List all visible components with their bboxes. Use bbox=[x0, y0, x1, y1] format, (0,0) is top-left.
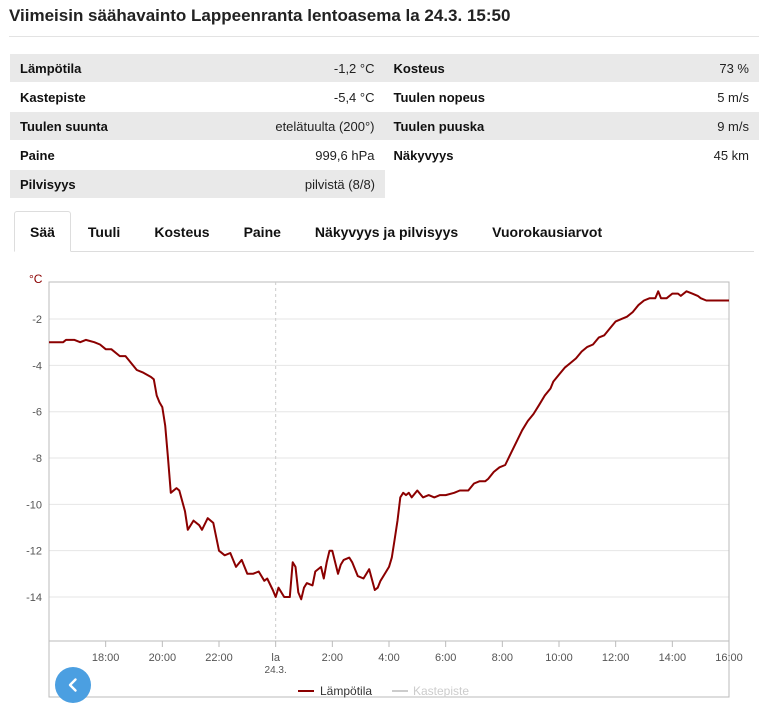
y-axis-unit-label: °C bbox=[29, 272, 43, 286]
y-tick-label: -10 bbox=[26, 499, 42, 511]
observation-label: Lämpötila bbox=[20, 60, 82, 76]
observation-label: Paine bbox=[20, 147, 55, 163]
observation-label: Kastepiste bbox=[20, 89, 86, 105]
x-tick-label: la bbox=[271, 652, 280, 664]
x-tick-sublabel: 24.3. bbox=[265, 665, 287, 676]
observation-cell: Tuulen suunta etelätuulta (200°) bbox=[10, 112, 385, 140]
back-button[interactable] bbox=[55, 667, 91, 703]
title-divider bbox=[9, 36, 759, 37]
tab-vuorokausiarvot[interactable]: Vuorokausiarvot bbox=[492, 223, 603, 240]
chart-tabs: Sää Tuuli Kosteus Paine Näkyvyys ja pilv… bbox=[14, 211, 619, 252]
y-tick-label: -14 bbox=[26, 592, 42, 604]
chart-svg: -14 -12 -10 -8 -6 -4 -2 °C 18:00 20:00 22:00 la24… bbox=[26, 272, 743, 698]
page-title: Viimeisin säähavainto Lappeenranta lento… bbox=[9, 6, 511, 25]
x-tick-label: 8:00 bbox=[492, 652, 513, 664]
observation-cell: Tuulen puuska 9 m/s bbox=[384, 112, 759, 140]
navigator-frame bbox=[48, 640, 730, 698]
chart-legend: Lämpötila Kastepiste bbox=[298, 684, 469, 698]
x-tick-label: 2:00 bbox=[322, 652, 343, 664]
observation-label: Kosteus bbox=[393, 60, 445, 76]
y-tick-label: -8 bbox=[32, 453, 42, 465]
observation-value: 45 km bbox=[713, 147, 749, 163]
observation-value: etelätuulta (200°) bbox=[275, 118, 375, 134]
tab-kosteus[interactable]: Kosteus bbox=[154, 223, 210, 240]
observation-cell: Näkyvyys 45 km bbox=[385, 141, 760, 169]
observation-label: Näkyvyys bbox=[393, 147, 454, 163]
observation-table: Lämpötila -1,2 °C Kosteus 73 % Kastepist… bbox=[10, 54, 759, 199]
y-tick-label: -12 bbox=[26, 546, 42, 558]
observation-cell: Kastepiste -5,4 °C bbox=[10, 83, 385, 111]
observation-value: pilvistä (8/8) bbox=[304, 176, 375, 192]
x-tick-label: 14:00 bbox=[659, 652, 687, 664]
observation-row: Tuulen suunta etelätuulta (200°) Tuulen … bbox=[10, 112, 759, 141]
x-tick-label: 10:00 bbox=[545, 652, 573, 664]
x-tick-label: 4:00 bbox=[378, 652, 399, 664]
observation-cell: Kosteus 73 % bbox=[384, 54, 759, 82]
observation-value: -5,4 °C bbox=[333, 89, 375, 105]
observation-value: 999,6 hPa bbox=[315, 147, 375, 163]
tab-saa[interactable]: Sää bbox=[14, 211, 71, 252]
observation-label: Tuulen suunta bbox=[20, 118, 108, 134]
legend-lampotila[interactable]: Lämpötila bbox=[320, 684, 372, 698]
x-tick-label: 22:00 bbox=[205, 652, 233, 664]
observation-label: Pilvisyys bbox=[20, 176, 76, 192]
observation-cell: Lämpötila -1,2 °C bbox=[10, 54, 385, 82]
tabs-divider bbox=[14, 251, 754, 252]
temperature-chart: -14 -12 -10 -8 -6 -4 -2 °C 18:00 20:00 22:00 la 24… bbox=[0, 262, 769, 717]
y-tick-label: -2 bbox=[32, 314, 42, 326]
legend-kastepiste[interactable]: Kastepiste bbox=[413, 684, 469, 698]
chevron-left-icon bbox=[68, 678, 77, 692]
observation-value: 9 m/s bbox=[717, 118, 749, 134]
observation-row: Lämpötila -1,2 °C Kosteus 73 % bbox=[10, 54, 759, 83]
observation-cell: Paine 999,6 hPa bbox=[10, 141, 385, 169]
observation-cell: Tuulen nopeus 5 m/s bbox=[385, 83, 760, 111]
observation-value: 5 m/s bbox=[717, 89, 749, 105]
observation-value: -1,2 °C bbox=[333, 60, 375, 76]
y-tick-label: -6 bbox=[32, 407, 42, 419]
x-tick-label: 6:00 bbox=[435, 652, 456, 664]
y-tick-label: -4 bbox=[32, 360, 42, 372]
chart-grid bbox=[49, 318, 729, 598]
x-tick-label: 20:00 bbox=[149, 652, 177, 664]
observation-label: Tuulen puuska bbox=[393, 118, 485, 134]
x-tick-label: 16:00 bbox=[715, 652, 743, 664]
observation-row: Kastepiste -5,4 °C Tuulen nopeus 5 m/s bbox=[10, 83, 759, 112]
plot-frame bbox=[48, 281, 730, 642]
observation-row: Paine 999,6 hPa Näkyvyys 45 km bbox=[10, 141, 759, 170]
observation-label: Tuulen nopeus bbox=[393, 89, 485, 105]
tab-tuuli[interactable]: Tuuli bbox=[87, 223, 121, 240]
observation-row: Pilvisyys pilvistä (8/8) bbox=[10, 170, 759, 199]
tab-paine[interactable]: Paine bbox=[243, 223, 281, 240]
x-tick-label: 12:00 bbox=[602, 652, 630, 664]
x-tick-label: 18:00 bbox=[92, 652, 120, 664]
tab-nakyvyys-ja-pilvisyys[interactable]: Näkyvyys ja pilvisyys bbox=[314, 223, 459, 240]
observation-cell: Pilvisyys pilvistä (8/8) bbox=[10, 170, 385, 198]
observation-value: 73 % bbox=[719, 60, 749, 76]
y-axis-ticks: -14 -12 -10 -8 -6 -4 -2 bbox=[26, 314, 42, 604]
series-lampotila-line bbox=[49, 290, 729, 601]
